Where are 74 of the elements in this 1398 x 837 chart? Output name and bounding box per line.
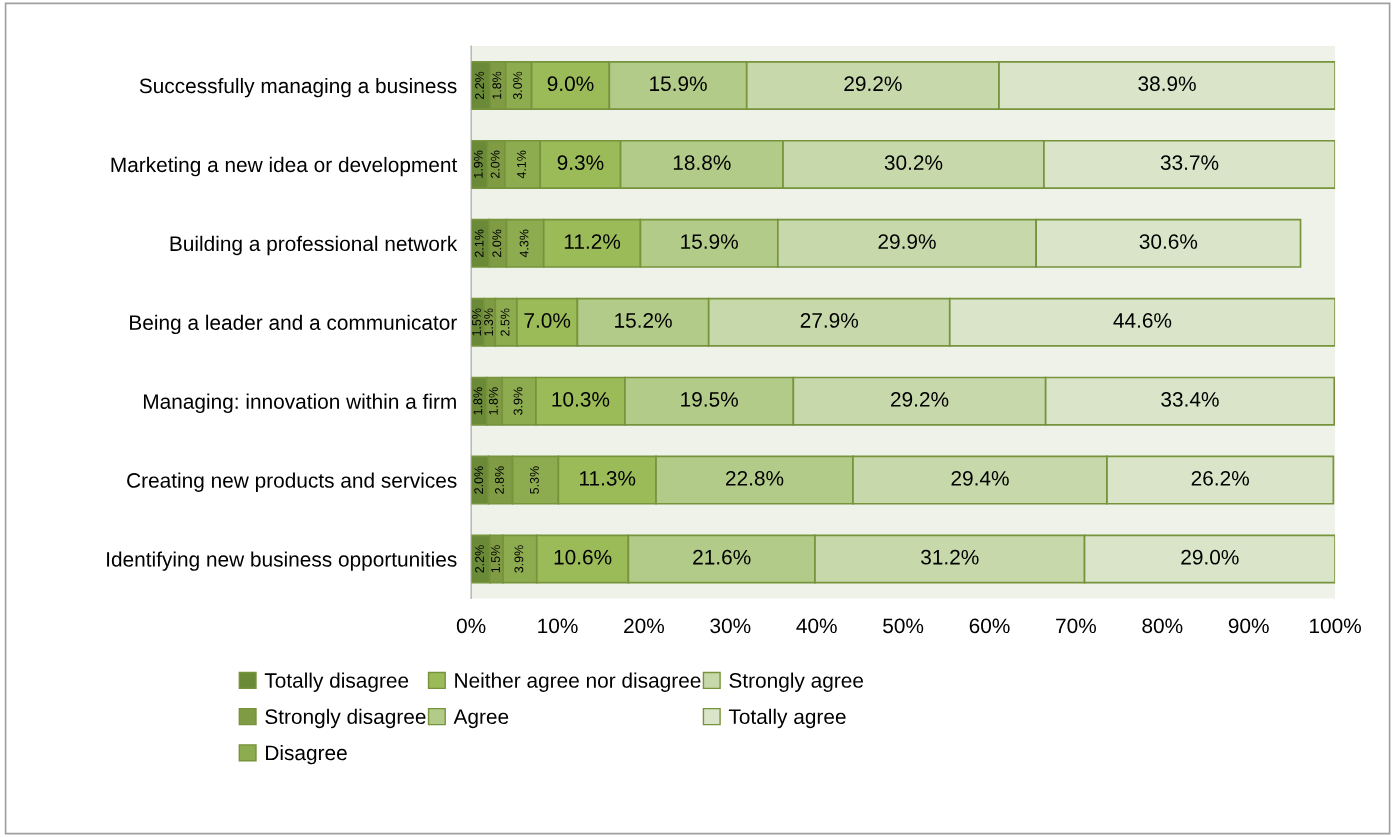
y-tick-label: Building a professional network <box>170 235 458 256</box>
x-tick-label: 10% <box>538 618 578 634</box>
data-label: 10.3% <box>552 392 610 407</box>
legend-label: Totally agree <box>728 708 846 729</box>
data-label: 2.2% <box>475 71 484 100</box>
data-label: 29.2% <box>891 392 949 407</box>
legend-label: Disagree <box>266 744 347 765</box>
data-label: 15.9% <box>650 76 707 92</box>
legend-label: Strongly disagree <box>265 708 426 729</box>
x-tick-label: 70% <box>1056 618 1097 634</box>
x-tick-label: 90% <box>1228 618 1269 634</box>
data-label: 26.2% <box>1191 470 1249 486</box>
data-label: 9.3% <box>557 155 604 170</box>
y-tick-label: Successfully managing a business <box>139 77 457 98</box>
data-label: 1.5% <box>491 545 500 573</box>
data-label: 7.0% <box>524 313 571 328</box>
data-label: 29.2% <box>844 76 902 92</box>
data-label: 27.9% <box>800 313 859 328</box>
y-tick-label: Being a leader and a communicator <box>130 314 457 335</box>
legend-label: Neither agree nor disagree <box>455 672 701 692</box>
data-label: 11.3% <box>580 470 636 486</box>
data-label: 19.5% <box>681 392 738 407</box>
data-label: 29.0% <box>1181 549 1239 565</box>
data-label: 38.9% <box>1138 76 1196 92</box>
data-label: 1.8% <box>492 71 502 99</box>
data-label: 15.2% <box>615 313 672 328</box>
data-label: 11.2% <box>564 234 621 249</box>
x-tick-label: 0% <box>456 618 486 634</box>
data-label: 1.8% <box>473 387 483 415</box>
data-label: 22.8% <box>726 470 784 486</box>
data-label: 44.6% <box>1113 313 1172 328</box>
data-label: 2.2% <box>475 545 484 573</box>
x-tick-label: 40% <box>796 618 837 634</box>
x-tick-label: 50% <box>883 618 924 634</box>
data-label: 10.6% <box>554 549 612 565</box>
data-label: 30.6% <box>1139 234 1198 249</box>
legend-label: Agree <box>453 709 509 729</box>
data-label: 21.6% <box>693 549 751 565</box>
data-label: 1.8% <box>488 387 498 415</box>
y-tick-label: Identifying new business opportunities <box>107 551 457 571</box>
data-label: 5.3% <box>530 466 539 494</box>
data-label: 2.5% <box>500 308 510 336</box>
legend-label: Totally disagree <box>264 672 409 692</box>
data-label: 1.9% <box>473 150 483 178</box>
data-label: 9.0% <box>547 76 594 92</box>
y-tick-label: Managing: innovation within a firm <box>143 393 456 414</box>
x-tick-label: 60% <box>969 618 1010 634</box>
data-label: 3.9% <box>514 545 524 573</box>
x-tick-label: 100% <box>1310 618 1361 634</box>
data-label: 18.8% <box>673 155 731 170</box>
data-label: 29.9% <box>878 234 936 249</box>
data-label: 4.1% <box>517 150 526 179</box>
data-label: 3.9% <box>513 387 523 415</box>
x-tick-label: 20% <box>624 618 665 634</box>
data-label: 33.7% <box>1160 155 1219 170</box>
data-label: 31.2% <box>921 549 979 565</box>
data-label: 2.8% <box>495 466 504 494</box>
x-tick-label: 80% <box>1142 618 1183 634</box>
data-label: 29.4% <box>951 470 1009 486</box>
data-label: 3.0% <box>513 71 522 100</box>
data-label: 2.1% <box>474 229 484 257</box>
data-label: 30.2% <box>884 155 943 170</box>
data-label: 1.3% <box>484 308 494 336</box>
data-label: 2.0% <box>474 466 484 494</box>
y-tick-label: Creating new products and services <box>127 472 457 492</box>
data-label: 2.0% <box>490 150 500 179</box>
data-label: 4.3% <box>519 229 529 258</box>
x-tick-label: 30% <box>710 618 751 634</box>
data-label: 1.5% <box>472 308 481 336</box>
data-label: 2.0% <box>492 229 502 257</box>
y-tick-label: Marketing a new idea or development <box>111 156 458 177</box>
legend-label: Strongly agree <box>729 672 863 692</box>
data-label: 33.4% <box>1161 392 1219 407</box>
data-label: 15.9% <box>681 234 738 249</box>
